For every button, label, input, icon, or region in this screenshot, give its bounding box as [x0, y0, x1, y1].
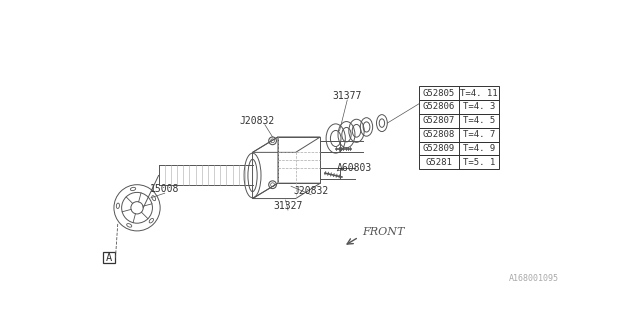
Text: T=4. 5: T=4. 5 [463, 116, 495, 125]
Text: G5281: G5281 [426, 158, 452, 167]
Text: T=4. 9: T=4. 9 [463, 144, 495, 153]
Text: J20832: J20832 [293, 186, 329, 196]
Text: G52805: G52805 [423, 89, 455, 98]
Text: G52807: G52807 [423, 116, 455, 125]
Text: T=4. 7: T=4. 7 [463, 130, 495, 139]
Text: A168001095: A168001095 [509, 274, 559, 283]
Bar [103, 252, 115, 263]
Text: G52806: G52806 [423, 102, 455, 111]
Bar [419, 114, 499, 128]
Text: 15008: 15008 [150, 184, 179, 194]
Text: G52809: G52809 [423, 144, 455, 153]
Text: G52808: G52808 [423, 130, 455, 139]
Text: A60803: A60803 [337, 163, 372, 173]
Bar [419, 141, 499, 156]
Text: T=4. 11: T=4. 11 [460, 89, 498, 98]
Text: T=5. 1: T=5. 1 [463, 158, 495, 167]
Text: A: A [106, 253, 113, 263]
Text: J20832: J20832 [239, 116, 275, 126]
Text: FRONT: FRONT [363, 228, 405, 237]
Bar [419, 86, 499, 100]
Text: 31377: 31377 [333, 91, 362, 101]
Text: 31327: 31327 [273, 201, 303, 211]
Bar [419, 100, 499, 114]
Text: T=4. 3: T=4. 3 [463, 102, 495, 111]
Bar [419, 156, 499, 169]
Bar [419, 128, 499, 141]
